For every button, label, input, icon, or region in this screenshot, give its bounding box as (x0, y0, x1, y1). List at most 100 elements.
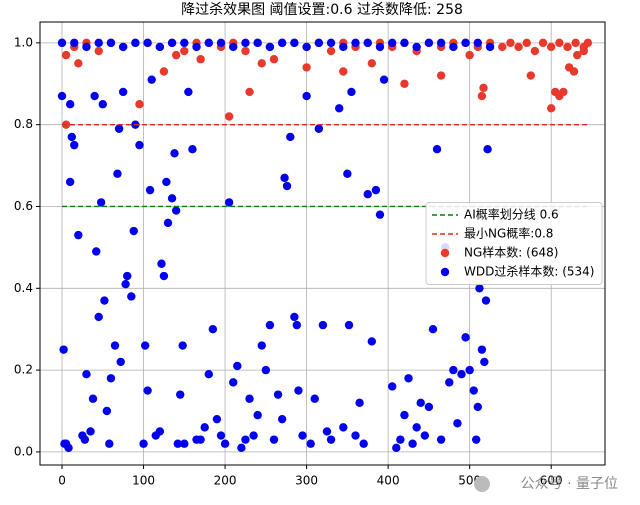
scatter-point (70, 38, 79, 48)
scatter-point (318, 320, 328, 330)
scatter-point (469, 386, 478, 395)
scatter-point (188, 145, 197, 154)
scatter-point (412, 423, 421, 432)
chart-title: 降过杀效果图 阈值设置:0.6 过杀数降低: 258 (181, 2, 463, 18)
scatter-point (465, 50, 474, 60)
scatter-point (241, 46, 250, 56)
scatter-point (408, 439, 417, 448)
scatter-point (204, 38, 213, 48)
scatter-point (424, 402, 434, 412)
scatter-point (100, 296, 109, 305)
scatter-point (216, 38, 226, 48)
scatter-point (351, 38, 360, 48)
scatter-point (302, 91, 311, 101)
scatter-point (57, 91, 67, 101)
y-tick-label: 0.4 (14, 281, 33, 295)
scatter-point (216, 431, 226, 440)
scatter-point (339, 423, 348, 432)
scatter-point (480, 357, 489, 367)
scatter-point (261, 365, 271, 375)
scatter-point (404, 374, 413, 383)
scatter-point (94, 38, 103, 48)
scatter-point (367, 337, 377, 346)
scatter-point (530, 46, 540, 56)
scatter-point (522, 38, 531, 48)
scatter-point (461, 38, 470, 48)
legend-box (425, 202, 603, 285)
scatter-point (526, 71, 536, 80)
scatter-point (208, 324, 218, 334)
y-tick-label: 0.2 (14, 363, 33, 377)
scatter-point (180, 38, 189, 48)
scatter-point (269, 435, 279, 444)
scatter-point (229, 378, 238, 387)
scatter-point (339, 67, 348, 76)
scatter-point (294, 386, 303, 395)
scatter-point (61, 50, 71, 60)
scatter-point (159, 271, 169, 281)
scatter-point (481, 296, 491, 305)
scatter-point (64, 443, 73, 453)
scatter-point (257, 59, 266, 68)
scatter-point (371, 185, 381, 195)
scatter-point (184, 87, 193, 97)
scatter-point (129, 226, 138, 236)
scatter-point (167, 38, 177, 48)
scatter-point (343, 169, 352, 178)
scatter-point (171, 50, 181, 60)
scatter-point (473, 38, 483, 48)
scatter-point (453, 419, 462, 428)
scatter-point (506, 38, 515, 48)
scatter-point (326, 435, 336, 444)
scatter-point (298, 431, 307, 440)
scatter-point (139, 439, 148, 448)
scatter-point (74, 59, 83, 68)
scatter-point (121, 280, 130, 289)
scatter-point (265, 42, 275, 52)
scatter-point (339, 42, 348, 52)
scatter-point (302, 63, 311, 72)
legend-label: AI概率划分线 0.6 (464, 207, 559, 222)
scatter-point (396, 435, 405, 444)
scatter-point (273, 390, 283, 399)
scatter-point (74, 230, 83, 240)
scatter-point (241, 435, 250, 444)
scatter-point (135, 140, 144, 150)
scatter-point (290, 312, 299, 322)
scatter-point (436, 435, 446, 444)
scatter-point (569, 67, 579, 76)
scatter-point (241, 38, 250, 48)
scatter-point (379, 75, 389, 84)
legend-swatch (440, 248, 450, 258)
scatter-point (477, 345, 487, 354)
scatter-point (180, 439, 189, 448)
plot-frame (39, 21, 606, 466)
legend-swatch (440, 267, 450, 277)
scatter-point (171, 206, 181, 215)
scatter-point (140, 341, 150, 350)
scatter-point (88, 394, 98, 403)
scatter-point (127, 292, 136, 301)
scatter-point (573, 50, 582, 60)
scatter-point (412, 42, 421, 52)
legend-label: 最小NG概率:0.8 (464, 226, 553, 241)
scatter-point (220, 439, 230, 448)
scatter-point (145, 185, 155, 195)
scatter-point (571, 38, 580, 48)
scatter-point (253, 38, 262, 48)
x-tick-label: 400 (377, 474, 400, 488)
scatter-point (59, 345, 68, 354)
scatter-point (105, 439, 114, 448)
x-tick-label: 600 (540, 474, 563, 488)
scatter-point (94, 46, 103, 56)
scatter-point (485, 42, 495, 52)
scatter-point (277, 38, 287, 48)
scatter-point (424, 38, 434, 48)
y-tick-label: 0.8 (14, 117, 33, 131)
scatter-point (82, 369, 91, 379)
scatter-point (65, 177, 75, 187)
scatter-point (113, 169, 122, 178)
scatter-point (245, 394, 254, 403)
scatter-point (471, 435, 481, 444)
scatter-point (436, 71, 446, 80)
